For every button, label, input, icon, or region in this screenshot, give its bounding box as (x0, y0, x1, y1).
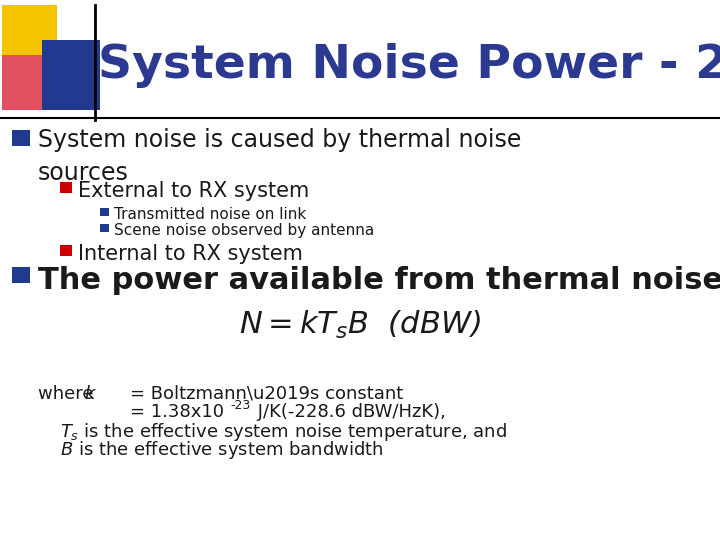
Text: J/K(-228.6 dBW/HzK),: J/K(-228.6 dBW/HzK), (252, 403, 446, 421)
Text: $B$ is the effective system bandwidth: $B$ is the effective system bandwidth (60, 439, 384, 461)
Text: = Boltzmann\u2019s constant: = Boltzmann\u2019s constant (130, 385, 403, 403)
Text: -23: -23 (230, 399, 251, 412)
Text: Scene noise observed by antenna: Scene noise observed by antenna (114, 223, 374, 238)
Text: The power available from thermal noise is:: The power available from thermal noise i… (38, 266, 720, 295)
Bar (100, 224, 109, 232)
Text: System Noise Power - 2: System Noise Power - 2 (98, 43, 720, 87)
Text: $k$: $k$ (84, 385, 97, 403)
Text: Transmitted noise on link: Transmitted noise on link (114, 207, 306, 222)
Text: = 1.38x10: = 1.38x10 (130, 403, 224, 421)
Bar (60, 182, 72, 193)
Bar (60, 245, 72, 256)
Text: where: where (38, 385, 99, 403)
Bar (12, 130, 30, 146)
Text: $T_s$ is the effective system noise temperature, and: $T_s$ is the effective system noise temp… (60, 421, 507, 443)
Text: System noise is caused by thermal noise
sources: System noise is caused by thermal noise … (38, 128, 521, 186)
Text: External to RX system: External to RX system (78, 181, 310, 201)
Bar (2, 55, 52, 110)
Text: Internal to RX system: Internal to RX system (78, 244, 303, 264)
Bar (12, 267, 30, 283)
Bar (100, 208, 109, 216)
Bar (2, 5, 57, 75)
Bar (42, 40, 100, 110)
Text: $N = kT_sB$  (dBW): $N = kT_sB$ (dBW) (239, 309, 481, 341)
